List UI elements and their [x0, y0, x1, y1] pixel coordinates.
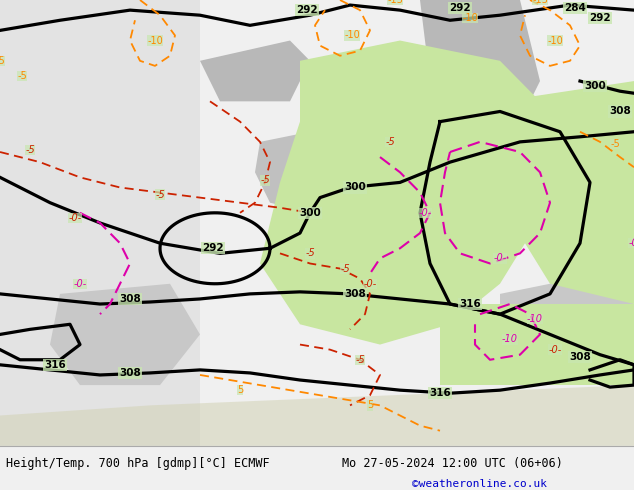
- Text: ©weatheronline.co.uk: ©weatheronline.co.uk: [412, 479, 547, 489]
- Text: 292: 292: [449, 3, 471, 13]
- Text: 5: 5: [237, 385, 243, 395]
- Text: -10: -10: [547, 36, 563, 46]
- Text: 308: 308: [569, 352, 591, 362]
- Text: -5: -5: [340, 264, 350, 273]
- Text: 316: 316: [44, 360, 66, 370]
- Text: -0-: -0-: [74, 279, 87, 289]
- Polygon shape: [440, 304, 634, 385]
- Text: 300: 300: [299, 208, 321, 218]
- Text: -0-: -0-: [68, 213, 82, 223]
- Text: -0-: -0-: [548, 344, 562, 355]
- Text: 308: 308: [119, 294, 141, 304]
- Text: 284: 284: [564, 3, 586, 13]
- Text: -5: -5: [17, 71, 27, 81]
- Text: -0-: -0-: [493, 253, 507, 264]
- Polygon shape: [200, 41, 310, 101]
- Text: Mo 27-05-2024 12:00 UTC (06+06): Mo 27-05-2024 12:00 UTC (06+06): [342, 457, 563, 469]
- Text: 292: 292: [589, 13, 611, 23]
- Text: 308: 308: [609, 106, 631, 117]
- Text: -10: -10: [344, 30, 360, 41]
- Text: -5: -5: [25, 145, 35, 155]
- Text: -0-: -0-: [418, 208, 432, 218]
- Polygon shape: [0, 385, 634, 446]
- Text: 292: 292: [202, 244, 224, 253]
- Text: -5: -5: [610, 139, 620, 149]
- Text: -0-: -0-: [628, 238, 634, 248]
- Text: 308: 308: [344, 289, 366, 299]
- Polygon shape: [330, 223, 440, 273]
- Text: -5: -5: [260, 175, 270, 185]
- Text: -15: -15: [387, 0, 403, 5]
- Text: -5: -5: [355, 355, 365, 365]
- Text: 308: 308: [119, 368, 141, 378]
- Text: -10: -10: [462, 13, 478, 23]
- Text: -0-: -0-: [363, 279, 377, 289]
- Text: -5: -5: [0, 56, 5, 66]
- Polygon shape: [500, 81, 634, 304]
- Text: -10: -10: [502, 335, 518, 344]
- Text: -5: -5: [385, 137, 395, 147]
- Text: -10: -10: [147, 36, 163, 46]
- Polygon shape: [500, 273, 634, 344]
- Text: -15: -15: [532, 0, 548, 5]
- Text: -10: -10: [527, 314, 543, 324]
- Text: 292: 292: [296, 5, 318, 15]
- Polygon shape: [50, 284, 200, 385]
- Text: 316: 316: [429, 388, 451, 398]
- Polygon shape: [0, 0, 200, 446]
- Text: -5: -5: [155, 190, 165, 199]
- Text: 5: 5: [367, 400, 373, 410]
- Text: 300: 300: [344, 182, 366, 193]
- Text: -5: -5: [305, 248, 315, 258]
- Text: Height/Temp. 700 hPa [gdmp][°C] ECMWF: Height/Temp. 700 hPa [gdmp][°C] ECMWF: [6, 457, 270, 469]
- Polygon shape: [260, 41, 560, 344]
- Polygon shape: [420, 0, 540, 142]
- Polygon shape: [255, 132, 330, 213]
- Text: 316: 316: [459, 299, 481, 309]
- Text: 300: 300: [584, 81, 606, 91]
